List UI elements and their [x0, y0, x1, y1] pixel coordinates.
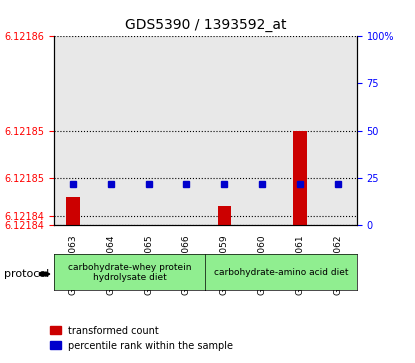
Bar	[281, 36, 319, 225]
Bar	[243, 36, 281, 225]
Bar	[293, 131, 307, 225]
Legend: transformed count, percentile rank within the sample: transformed count, percentile rank withi…	[46, 322, 237, 355]
Bar	[205, 36, 243, 225]
Bar	[168, 36, 205, 225]
Title: GDS5390 / 1393592_at: GDS5390 / 1393592_at	[124, 19, 286, 33]
Bar	[130, 36, 168, 225]
Bar	[66, 197, 80, 225]
Text: protocol: protocol	[4, 269, 49, 279]
Bar	[92, 36, 130, 225]
Text: carbohydrate-amino acid diet: carbohydrate-amino acid diet	[214, 268, 349, 277]
Bar	[218, 206, 231, 225]
Bar	[54, 36, 92, 225]
Bar	[319, 36, 357, 225]
Text: carbohydrate-whey protein
hydrolysate diet: carbohydrate-whey protein hydrolysate di…	[68, 262, 191, 282]
